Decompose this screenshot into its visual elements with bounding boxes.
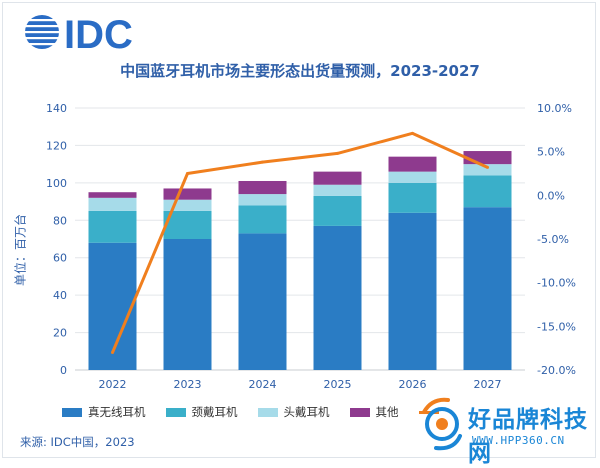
idc-logo: IDC xyxy=(24,13,133,54)
chart-frame xyxy=(2,2,596,458)
bar-segment xyxy=(88,192,137,198)
bar-segment xyxy=(388,182,437,213)
bar-segment xyxy=(88,197,137,211)
bar-segment xyxy=(463,207,512,370)
bar-segment xyxy=(388,171,437,183)
svg-text:IDC: IDC xyxy=(64,13,133,54)
bar-segment xyxy=(388,156,437,172)
legend-swatch xyxy=(349,407,370,417)
y-tick-label: 120 xyxy=(46,139,67,152)
growth-point xyxy=(111,351,114,355)
legend-item: 真无线耳机 xyxy=(62,404,146,420)
watermark-logo-icon xyxy=(422,397,462,451)
y-tick-label: 20 xyxy=(53,327,67,340)
bar-segment xyxy=(163,199,212,211)
bar-segment xyxy=(313,184,362,196)
bar-segment xyxy=(238,194,287,206)
legend-label: 头戴耳机 xyxy=(283,405,330,419)
watermark-text: 好品牌科技网 xyxy=(468,407,588,467)
y2-tick-label: 0.0% xyxy=(537,189,565,202)
growth-point xyxy=(186,172,189,175)
bar-segment xyxy=(313,195,362,226)
bar-segment xyxy=(238,233,287,370)
globe-icon xyxy=(24,15,60,49)
legend-label: 颈戴耳机 xyxy=(191,405,238,419)
legend-line-swatch xyxy=(418,410,439,414)
growth-line xyxy=(111,131,489,354)
bar-segment xyxy=(313,225,362,370)
y-tick-label: 100 xyxy=(46,177,67,190)
y-tick-label: 140 xyxy=(46,102,67,115)
legend-label: 真无线耳机 xyxy=(88,405,146,419)
bar-segment xyxy=(388,212,437,370)
legend-label: 其他 xyxy=(375,405,399,419)
bar-segment xyxy=(88,210,137,243)
y-tick-label: 40 xyxy=(53,289,67,302)
legend-item: 颈戴耳机 xyxy=(165,404,238,420)
y2-tick-label: -5.0% xyxy=(537,233,569,246)
bar-segment xyxy=(463,175,512,208)
growth-point xyxy=(336,151,339,155)
bar-segment xyxy=(238,205,287,234)
legend-swatch xyxy=(257,407,278,417)
growth-point xyxy=(411,131,414,135)
x-tick-label: 2025 xyxy=(324,378,352,391)
x-tick-label: 2027 xyxy=(474,378,502,391)
y2-tick-label: -15.0% xyxy=(537,320,576,333)
bar-segment xyxy=(238,180,287,195)
growth-point xyxy=(261,160,264,164)
source-note: 来源: IDC中国，2023 xyxy=(20,435,135,449)
chart-plot: 0 20 40 60 80 100 120 140 -20.0% -15.0% -10.0% -5.0… xyxy=(46,102,576,391)
bar-segment xyxy=(163,188,212,200)
y2-tick-label: 5.0% xyxy=(537,146,565,159)
growth-point xyxy=(486,165,489,169)
y-tick-label: 80 xyxy=(53,214,67,227)
legend-item-line xyxy=(418,410,445,414)
y2-tick-label: -10.0% xyxy=(537,277,576,290)
y2-tick-label: -20.0% xyxy=(537,364,576,377)
bar-segment xyxy=(163,210,212,239)
x-tick-label: 2022 xyxy=(99,378,127,391)
legend-item: 头戴耳机 xyxy=(257,404,330,420)
y-tick-label: 0 xyxy=(60,364,67,377)
y2-tick-label: 10.0% xyxy=(537,102,572,115)
bar-segment xyxy=(163,239,212,370)
x-tick-label: 2026 xyxy=(399,378,427,391)
watermark-url: WWW.HPP360.CN xyxy=(472,434,565,447)
legend-swatch xyxy=(62,407,82,417)
legend-swatch xyxy=(165,407,186,417)
legend: 真无线耳机 颈戴耳机 头戴耳机 其他 xyxy=(62,404,465,420)
y-tick-label: 60 xyxy=(53,252,67,265)
bar-segment xyxy=(463,151,512,165)
x-tick-label: 2024 xyxy=(249,378,277,391)
legend-item: 其他 xyxy=(349,404,399,420)
chart-title: 中国蓝牙耳机市场主要形态出货量预测，2023-2027 xyxy=(120,62,480,80)
bar-segment xyxy=(463,164,512,176)
x-tick-label: 2023 xyxy=(174,378,202,391)
bar-segment xyxy=(313,171,362,185)
